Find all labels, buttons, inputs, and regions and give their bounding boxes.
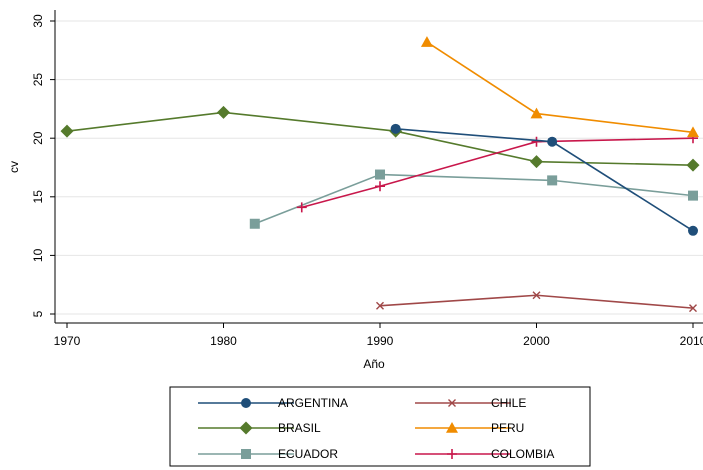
x-tick-label: 2000	[523, 334, 550, 348]
data-point-brasil	[217, 105, 230, 119]
y-tick-label: 30	[31, 14, 45, 28]
legend-marker-peru	[446, 422, 458, 433]
legend-label-colombia: COLOMBIA	[491, 447, 554, 461]
data-point-argentina	[547, 136, 558, 147]
data-point-brasil	[530, 155, 543, 169]
axes	[54, 10, 703, 324]
x-tick-label: 1980	[210, 334, 237, 348]
legend-label-ecuador: ECUADOR	[278, 447, 338, 461]
y-tick-label: 20	[31, 131, 45, 145]
data-point-brasil	[686, 158, 700, 172]
series-line-peru	[426, 41, 694, 134]
series-peru	[420, 36, 699, 138]
legend-marker-chile	[448, 399, 456, 407]
y-tick-label: 10	[31, 248, 45, 262]
series-line-ecuador	[254, 173, 694, 225]
legend-item-ecuador: ECUADOR	[198, 447, 338, 461]
data-point-brasil	[60, 124, 74, 138]
legend-marker-ecuador	[241, 449, 251, 459]
series-line-colombia	[301, 137, 694, 209]
grid-lines	[55, 20, 703, 315]
series-argentina	[390, 123, 698, 236]
data-point-chile	[689, 304, 697, 313]
x-tick-label: 1990	[367, 334, 394, 348]
legend-label-peru: PERU	[491, 421, 524, 435]
data-point-ecuador	[249, 218, 260, 229]
data-point-peru	[687, 126, 699, 138]
series-chile	[376, 291, 697, 313]
series-brasil	[60, 105, 700, 172]
legend-label-chile: CHILE	[491, 396, 526, 410]
y-tick-label: 15	[31, 190, 45, 204]
data-point-colombia	[375, 181, 385, 192]
legend-item-chile: CHILE	[415, 396, 526, 410]
ticks: 5 10 15 20 25 30 1970 1980 1990 2000 2010	[31, 14, 703, 348]
data-point-argentina	[390, 123, 401, 134]
series-line-chile	[379, 294, 694, 309]
data-point-colombia	[531, 136, 542, 147]
y-tick-label: 25	[31, 73, 45, 87]
legend-item-colombia: COLOMBIA	[415, 447, 554, 461]
x-tick-label: 1970	[54, 334, 81, 348]
legend-label-brasil: BRASIL	[278, 421, 321, 435]
legend: ARGENTINA CHILE BRASIL PERU ECUADOR COLOMBIA	[169, 386, 591, 467]
data-point-peru	[420, 36, 433, 47]
y-tick-label: 5	[31, 310, 45, 317]
x-tick-label: 2010	[680, 334, 703, 348]
data-point-argentina	[688, 225, 698, 236]
legend-marker-argentina	[241, 398, 251, 408]
data-point-colombia	[296, 202, 307, 213]
series-colombia	[296, 133, 698, 213]
data-point-ecuador	[547, 175, 558, 186]
data-point-chile	[376, 301, 384, 310]
data-point-peru	[530, 107, 543, 119]
data-point-ecuador	[688, 190, 698, 201]
series	[60, 36, 700, 313]
series-ecuador	[249, 169, 698, 229]
data-point-ecuador	[375, 169, 385, 180]
y-axis-label: cv	[7, 161, 21, 173]
legend-item-brasil: BRASIL	[198, 421, 321, 435]
legend-box	[169, 386, 591, 467]
x-axis-label: Año	[363, 357, 385, 371]
legend-marker-colombia	[447, 449, 457, 459]
data-point-chile	[532, 291, 541, 300]
legend-label-argentina: ARGENTINA	[278, 396, 348, 410]
legend-marker-brasil	[239, 421, 253, 435]
legend-item-peru: PERU	[415, 421, 524, 435]
legend-item-argentina: ARGENTINA	[198, 396, 348, 410]
